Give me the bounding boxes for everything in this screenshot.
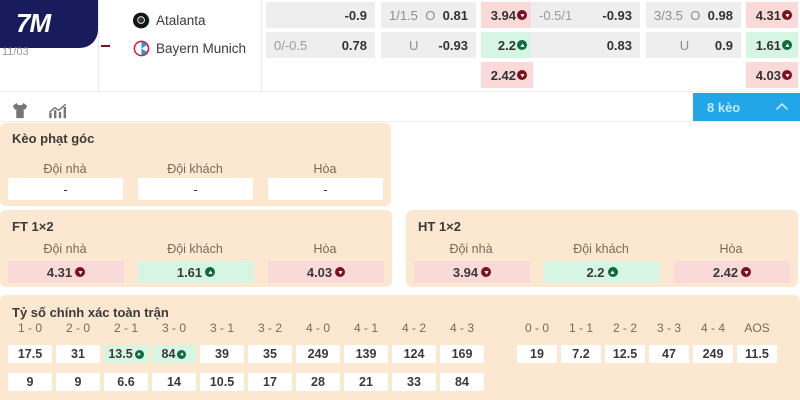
svg-text:7M: 7M: [16, 9, 52, 38]
